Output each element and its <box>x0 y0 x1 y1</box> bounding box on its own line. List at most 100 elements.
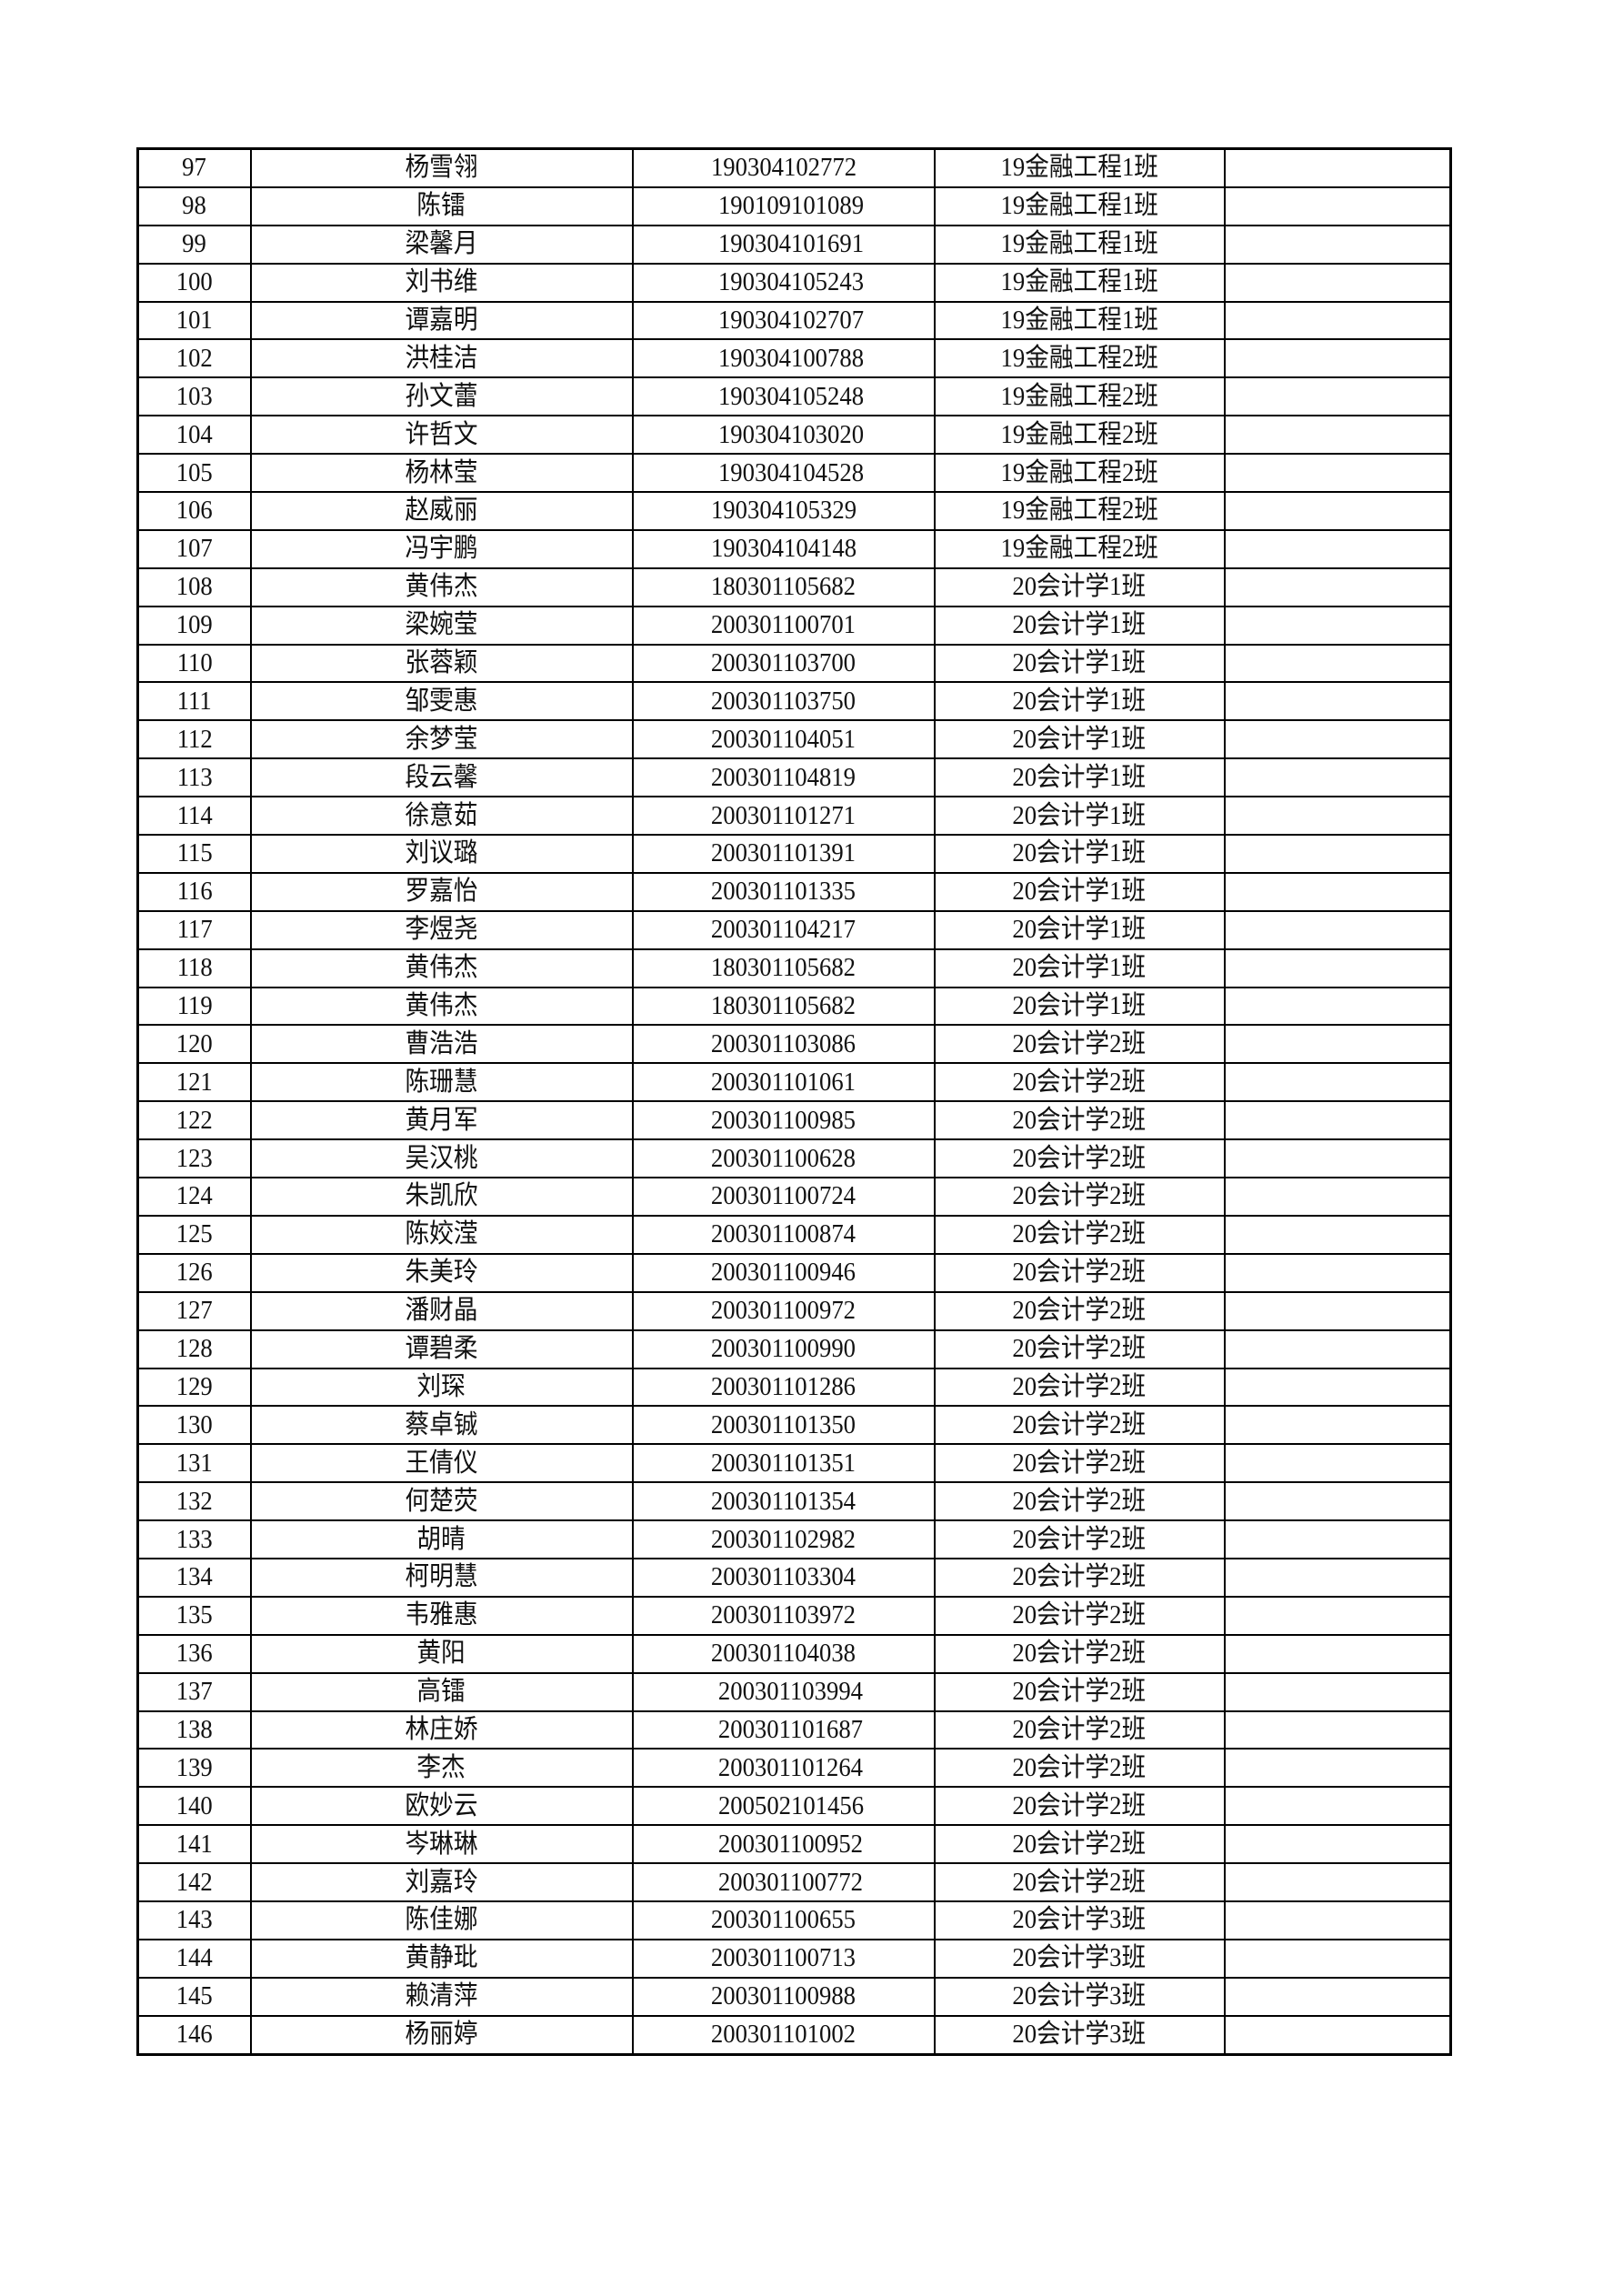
table-row: 101 谭嘉明 190304102707 19金融工程1班 <box>136 300 1452 341</box>
cell-note <box>1223 1024 1452 1065</box>
cell-number: 130 <box>136 1405 252 1446</box>
cell-class: 20会计学2班 <box>933 1443 1226 1484</box>
cell-number-text: 141 <box>175 1829 213 1859</box>
cell-note <box>1223 224 1452 265</box>
table-row: 126 朱美玲 200301100946 20会计学2班 <box>136 1252 1452 1293</box>
cell-class: 20会计学1班 <box>933 947 1226 988</box>
cell-number-text: 110 <box>176 648 213 678</box>
cell-name: 王倩仪 <box>249 1443 634 1484</box>
cell-number: 100 <box>136 262 252 303</box>
cell-name-text: 杨林莹 <box>405 457 478 487</box>
cell-class-text: 20会计学2班 <box>1012 1028 1147 1058</box>
cell-number: 108 <box>136 566 252 607</box>
cell-class-text: 20会计学3班 <box>1012 2020 1147 2050</box>
table-row: 133 胡晴 200301102982 20会计学2班 <box>136 1519 1452 1559</box>
cell-note <box>1223 1405 1452 1446</box>
cell-class: 19金融工程1班 <box>933 262 1226 303</box>
cell-class: 20会计学2班 <box>933 1367 1226 1408</box>
cell-student-id: 200301103304 <box>631 1557 936 1598</box>
cell-name: 杨林莹 <box>249 453 634 494</box>
cell-name: 陈珊慧 <box>249 1062 634 1103</box>
cell-name-text: 罗嘉怡 <box>405 877 478 907</box>
cell-class: 20会计学1班 <box>933 757 1226 798</box>
cell-note <box>1223 1062 1452 1103</box>
cell-name-text: 黄静玭 <box>405 1943 478 1973</box>
cell-number-text: 126 <box>175 1258 213 1288</box>
cell-number: 99 <box>136 224 252 265</box>
cell-name-text: 欧妙云 <box>405 1790 478 1820</box>
cell-student-id: 200301100990 <box>631 1328 936 1369</box>
cell-name: 黄静玭 <box>249 1938 634 1979</box>
cell-name: 徐意茹 <box>249 796 634 837</box>
table-row: 99 梁馨月 190304101691 19金融工程1班 <box>136 224 1452 265</box>
cell-number-text: 136 <box>175 1639 213 1669</box>
cell-class: 20会计学2班 <box>933 1252 1226 1293</box>
cell-number-text: 120 <box>175 1028 213 1058</box>
cell-student-id-text: 190304103020 <box>717 419 864 449</box>
cell-class-text: 20会计学1班 <box>1012 724 1147 754</box>
cell-number: 117 <box>136 909 252 950</box>
cell-class: 20会计学3班 <box>933 1900 1226 1940</box>
cell-student-id-text: 200301100713 <box>710 1943 857 1973</box>
cell-student-id: 200301100655 <box>631 1900 936 1940</box>
cell-number: 137 <box>136 1671 252 1712</box>
cell-student-id: 180301105682 <box>631 986 936 1027</box>
table-row: 114 徐意茹 200301101271 20会计学1班 <box>136 796 1452 837</box>
cell-student-id: 180301105682 <box>631 947 936 988</box>
cell-name-text: 陈镭 <box>416 191 466 221</box>
cell-number: 118 <box>136 947 252 988</box>
cell-student-id: 200301100701 <box>631 605 936 646</box>
cell-student-id-text: 190109101089 <box>717 191 864 221</box>
cell-note <box>1223 757 1452 798</box>
table-row: 111 邹雯惠 200301103750 20会计学1班 <box>136 681 1452 722</box>
cell-name: 朱凯欣 <box>249 1177 634 1217</box>
cell-class-text: 20会计学2班 <box>1012 1829 1147 1859</box>
cell-student-id-text: 190304104528 <box>717 457 864 487</box>
cell-class: 20会计学2班 <box>933 1138 1226 1179</box>
cell-number-text: 109 <box>175 610 213 640</box>
cell-class-text: 20会计学2班 <box>1012 1600 1147 1630</box>
cell-note <box>1223 1138 1452 1179</box>
cell-class: 19金融工程2班 <box>933 528 1226 569</box>
cell-name-text: 林庄娇 <box>405 1714 478 1744</box>
cell-name: 黄伟杰 <box>249 947 634 988</box>
cell-name: 许哲文 <box>249 415 634 456</box>
cell-student-id: 190304105243 <box>631 262 936 303</box>
cell-student-id-text: 200301101350 <box>710 1409 857 1439</box>
cell-note <box>1223 1290 1452 1331</box>
cell-number-text: 124 <box>175 1181 213 1211</box>
cell-class-text: 20会计学2班 <box>1012 1258 1147 1288</box>
cell-student-id: 200301101335 <box>631 871 936 912</box>
cell-student-id: 200301101687 <box>631 1709 936 1750</box>
cell-name: 陈镭 <box>249 185 634 226</box>
cell-number-text: 131 <box>175 1448 213 1478</box>
cell-student-id-text: 200301100988 <box>710 1981 857 2011</box>
cell-class-text: 19金融工程1班 <box>1000 229 1158 259</box>
cell-number: 111 <box>136 681 252 722</box>
cell-student-id: 200301100952 <box>631 1824 936 1865</box>
cell-name: 孙文蕾 <box>249 376 634 417</box>
cell-number: 138 <box>136 1709 252 1750</box>
cell-name: 陈佳娜 <box>249 1900 634 1940</box>
cell-student-id-text: 200301100655 <box>710 1905 857 1935</box>
cell-number-text: 104 <box>175 419 213 449</box>
cell-student-id: 200301104819 <box>631 757 936 798</box>
cell-class-text: 20会计学2班 <box>1012 1524 1147 1554</box>
table-row: 102 洪桂洁 190304100788 19金融工程2班 <box>136 338 1452 379</box>
cell-number-text: 122 <box>175 1105 213 1135</box>
cell-student-id-text: 190304104148 <box>710 534 857 564</box>
cell-note <box>1223 1214 1452 1255</box>
cell-number-text: 133 <box>175 1524 213 1554</box>
cell-student-id: 190304102772 <box>631 147 936 188</box>
cell-student-id-text: 200301103304 <box>710 1562 857 1592</box>
cell-student-id-text: 200301104819 <box>710 762 857 792</box>
cell-name-text: 孙文蕾 <box>405 381 478 411</box>
cell-student-id: 200301100772 <box>631 1862 936 1902</box>
cell-class-text: 19金融工程2班 <box>1000 419 1158 449</box>
cell-class-text: 19金融工程2班 <box>1000 381 1158 411</box>
cell-number-text: 105 <box>175 457 213 487</box>
table-row: 110 张蓉颖 200301103700 20会计学1班 <box>136 643 1452 684</box>
cell-note <box>1223 796 1452 837</box>
cell-number-text: 99 <box>182 229 207 259</box>
cell-note <box>1223 2014 1452 2056</box>
